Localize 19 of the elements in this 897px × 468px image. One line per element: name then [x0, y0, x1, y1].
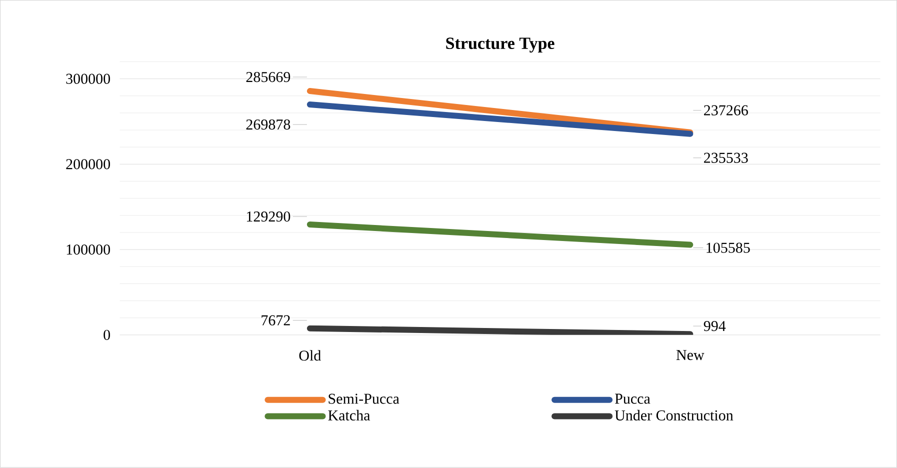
data-label: 7672 [262, 315, 290, 326]
x-tick-label: New [676, 350, 704, 360]
data-label: 285669 [246, 72, 290, 82]
data-label: 129290 [246, 212, 290, 222]
y-tick-label: 100000 [66, 244, 110, 255]
data-label: 994 [704, 321, 726, 332]
y-tick-label: 300000 [66, 74, 110, 84]
data-label: 235533 [704, 152, 748, 164]
y-tick-label: 0 [104, 330, 110, 340]
legend-label: Katcha [328, 410, 370, 421]
legend-label: Pucca [615, 394, 650, 404]
data-label: 269878 [246, 120, 290, 130]
legend-label: Semi-Pucca [328, 394, 400, 404]
chart-title: Structure Type [446, 38, 554, 53]
x-tick-label: Old [299, 350, 321, 361]
data-label: 237266 [704, 105, 748, 116]
y-tick-label: 200000 [66, 159, 110, 170]
data-label: 105585 [706, 242, 750, 253]
legend-label: Under Construction [614, 410, 734, 421]
